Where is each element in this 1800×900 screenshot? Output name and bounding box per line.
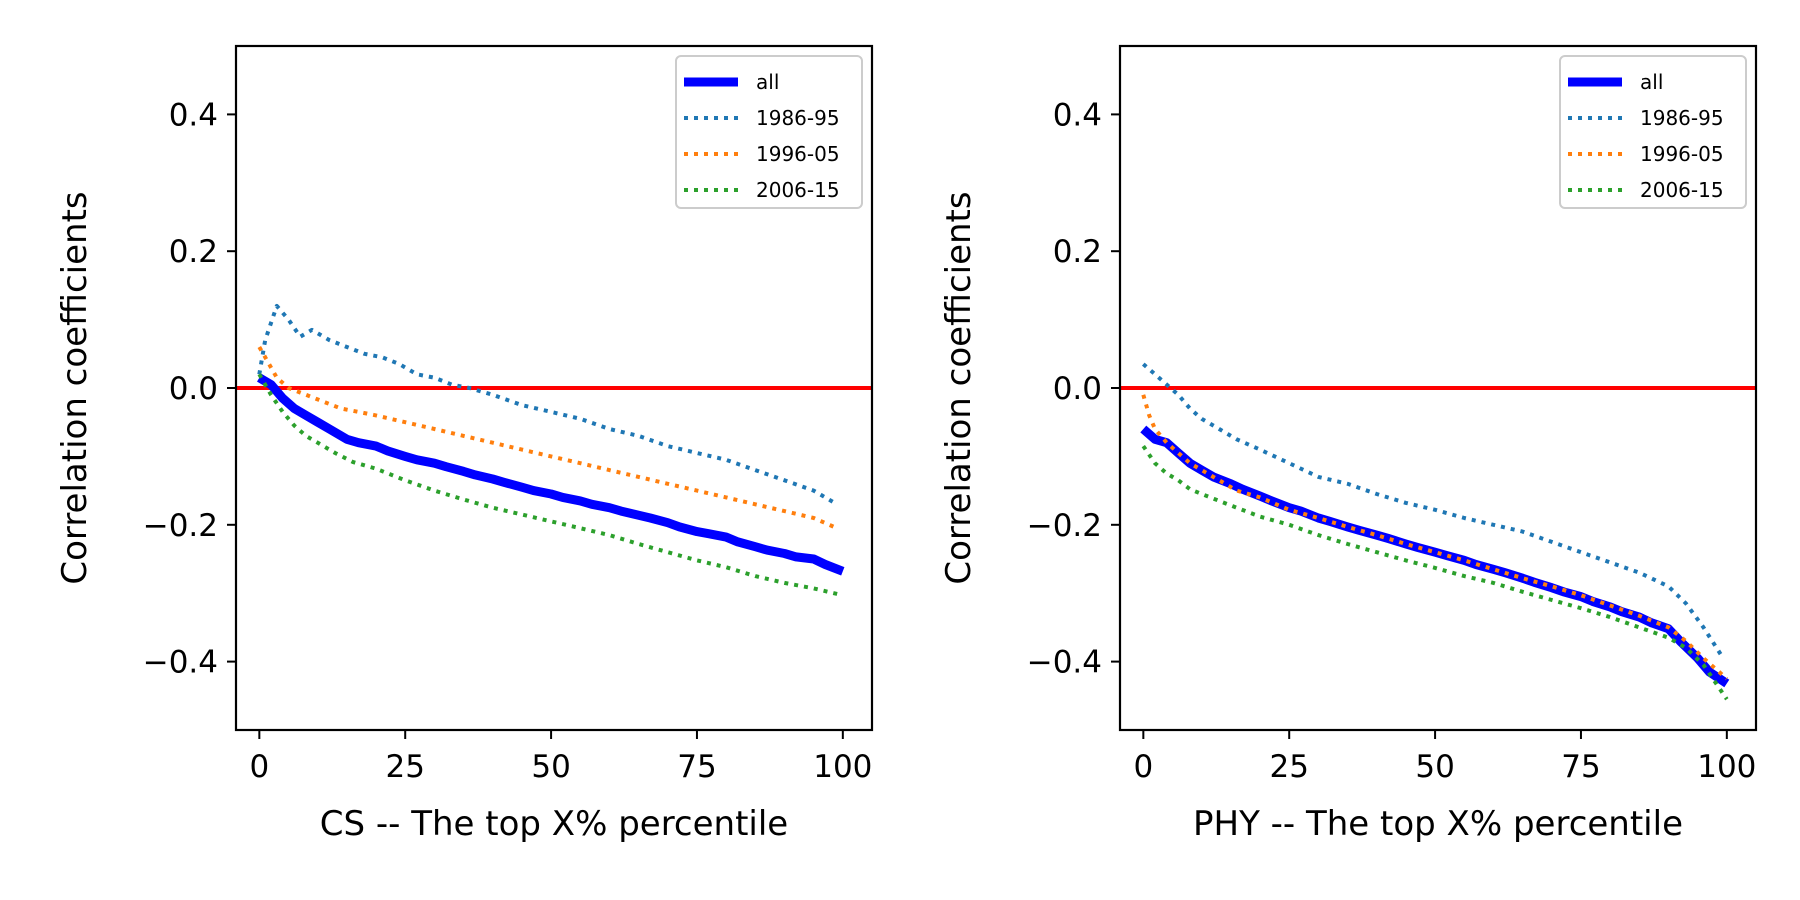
legend-label-1996-05: 1996-05 [756,142,840,166]
plot-area [1140,362,1730,701]
series-line-all [257,373,845,576]
y-tick-label: 0.4 [169,97,218,133]
series-line-1986-95 [257,303,839,507]
legend-label-1996-05: 1996-05 [1640,142,1724,166]
y-tick-label: 0.4 [1053,97,1102,133]
y-tick-label: −0.4 [1027,645,1102,681]
y-tick-label: 0.0 [169,371,218,407]
legend: all 1986-95 1996-05 2006-15 [675,55,863,209]
legend-box [675,55,863,209]
x-tick-label: 100 [1697,749,1756,785]
plot-area [257,303,845,598]
x-tick-label: 50 [531,749,570,785]
y-tick-label: −0.2 [143,508,218,544]
x-tick-label: 25 [385,749,424,785]
x-axis-label: PHY -- The top X% percentile [1193,804,1683,844]
legend-label-2006-15: 2006-15 [756,178,840,202]
legend-label-1986-95: 1986-95 [1640,106,1724,130]
y-tick-label: 0.2 [169,234,218,270]
y-tick-label: −0.4 [143,645,218,681]
series-line-all [1140,425,1730,688]
legend-label-2006-15: 2006-15 [1640,178,1724,202]
legend-label-1986-95: 1986-95 [756,106,840,130]
y-axis-label: Correlation coefficients [939,191,979,584]
y-tick-label: −0.2 [1027,508,1102,544]
series-line-1986-95 [1141,362,1723,656]
legend-label-all: all [756,70,779,94]
left-chart-cs: 0 25 50 75 100 −0.4 −0.2 0.0 0.2 0.4 CS -- The top… [55,44,874,844]
x-tick-label: 50 [1415,749,1454,785]
x-tick-label: 25 [1269,749,1308,785]
series-line-1996-05 [1141,394,1729,681]
legend-label-all: all [1640,70,1663,94]
y-tick-label: 0.0 [1053,371,1102,407]
y-tick-label: 0.2 [1053,234,1102,270]
legend: all 1986-95 1996-05 2006-15 [1559,55,1747,209]
x-axis-label: CS -- The top X% percentile [320,804,788,844]
x-tick-label: 75 [1561,749,1600,785]
y-axis-label: Correlation coefficients [55,191,95,584]
series-line-1996-05 [257,345,838,531]
x-tick-label: 0 [249,749,269,785]
x-tick-label: 75 [677,749,716,785]
right-chart-phy: 0 25 50 75 100 −0.4 −0.2 0.0 0.2 0.4 PHY -- The to… [939,44,1758,844]
x-tick-label: 0 [1133,749,1153,785]
x-tick-label: 100 [813,749,872,785]
legend-box [1559,55,1747,209]
